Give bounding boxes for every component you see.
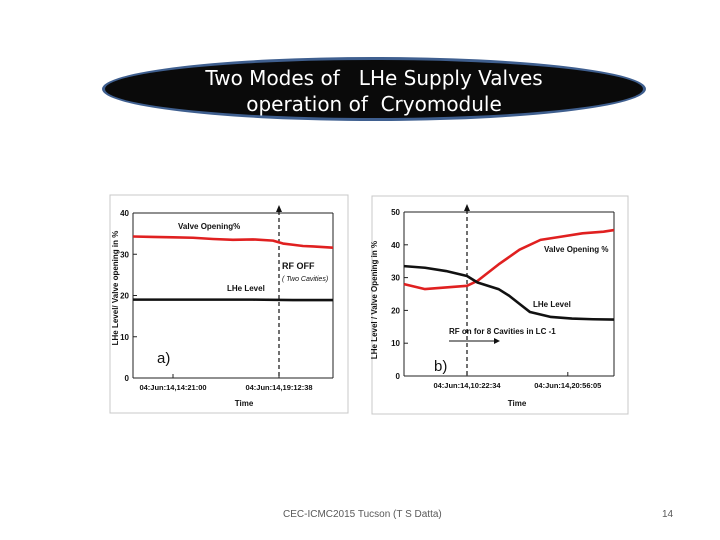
chart-a-frame <box>109 194 349 414</box>
chart-b-frame <box>371 195 629 415</box>
chart-a-ytick-label: 20 <box>120 292 129 301</box>
chart-b-event-arrow <box>464 204 470 211</box>
chart-a-panel-label: a) <box>157 350 170 367</box>
chart-a-ytick-label: 0 <box>125 374 130 383</box>
chart-b: 0 10 20 30 40 50 04:Jun:14,10:22:34 04:Jun:14,2… <box>370 195 629 415</box>
chart-b-xtick-label: 04:Jun:14,10:22:34 <box>433 381 501 390</box>
chart-b-ytick-label: 0 <box>396 372 401 381</box>
chart-a-ytick-label: 40 <box>120 209 129 218</box>
slide-title-line1: Two Modes of LHe Supply Valves <box>205 66 543 90</box>
chart-b-annotation-rf-on: RF on for 8 Cavities in LC -1 <box>449 327 556 336</box>
chart-a-ytick-label: 10 <box>120 333 129 342</box>
chart-a-event-arrow <box>276 205 282 212</box>
slide-title-line2: operation of Cryomodule <box>246 92 502 116</box>
chart-b-ylabel: LHe Level / Valve Opening in % <box>370 241 379 359</box>
chart-a-annotation-cavities: ( Two Cavities) <box>282 276 328 283</box>
chart-b-legend-valve: Valve Opening % <box>544 245 608 254</box>
chart-b-xtick-label: 04:Jun:14,20:56:05 <box>534 381 601 390</box>
chart-b-ytick-label: 10 <box>391 339 400 348</box>
chart-b-plot-area: 0 10 20 30 40 50 04:Jun:14,10:22:34 04:Jun:14,2… <box>391 204 615 390</box>
chart-b-series-lhe <box>403 264 615 321</box>
chart-b-panel-label: b) <box>434 358 447 375</box>
chart-a-xlabel: Time <box>235 399 254 408</box>
chart-b-series-valve <box>403 228 615 291</box>
chart-a: 0 10 20 30 40 04:Jun:14,14:21:00 04:Jun:14,19:… <box>109 194 349 414</box>
chart-b-legend-lhe: LHe Level <box>533 300 571 309</box>
chart-a-xtick-label: 04:Jun:14,14:21:00 <box>139 383 206 392</box>
chart-a-plot-area: 0 10 20 30 40 04:Jun:14,14:21:00 04:Jun:14,19:… <box>120 205 334 392</box>
chart-a-ylabel: LHe Level/ Valve opening in % <box>111 231 120 346</box>
chart-a-ytick-label: 30 <box>120 250 129 259</box>
title-ellipse <box>102 57 646 121</box>
chart-b-ytick-label: 40 <box>391 241 400 250</box>
chart-b-annotation-arrow-head <box>494 338 500 344</box>
page-number: 14 <box>662 509 674 520</box>
chart-a-series-valve <box>132 235 334 249</box>
chart-a-legend-lhe: LHe Level <box>227 284 265 293</box>
slide-title: Two Modes of LHe Supply Valves operation… <box>102 62 646 120</box>
chart-a-xtick-label: 04:Jun:14,19:12:38 <box>245 383 312 392</box>
chart-b-xlabel: Time <box>508 399 527 408</box>
chart-a-annotation-rf-off: RF OFF <box>282 261 315 271</box>
chart-b-ytick-label: 20 <box>391 306 400 315</box>
slide-footer: CEC-ICMC2015 Tucson (T S Datta) <box>283 509 442 520</box>
chart-a-legend-valve: Valve Opening% <box>178 222 240 231</box>
chart-b-ytick-label: 30 <box>391 274 400 283</box>
chart-b-ytick-label: 50 <box>391 208 400 217</box>
